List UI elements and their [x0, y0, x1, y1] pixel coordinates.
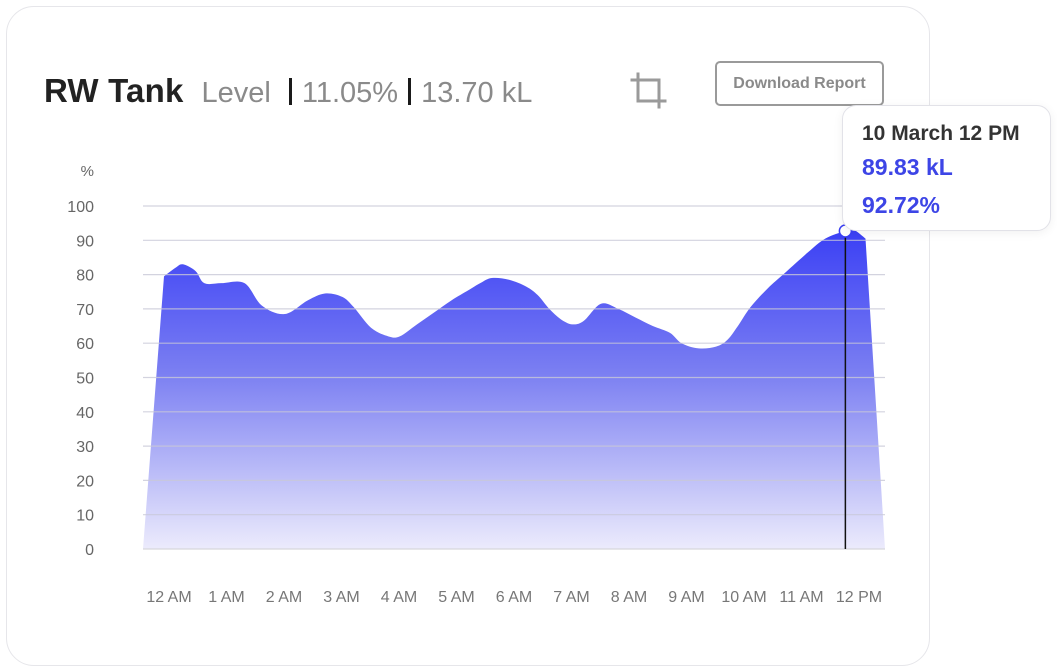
- x-tick-label: 6 AM: [496, 589, 532, 606]
- x-tick-label: 12 PM: [836, 589, 882, 606]
- x-tick-label: 10 AM: [721, 589, 766, 606]
- y-tick-label: 30: [76, 439, 94, 456]
- x-tick-label: 12 AM: [146, 589, 191, 606]
- data-tooltip: 10 March 12 PM 89.83 kL 92.72%: [842, 105, 1051, 231]
- y-tick-label: 90: [76, 233, 94, 250]
- y-tick-label: 70: [76, 302, 94, 319]
- separator: [288, 78, 292, 105]
- x-tick-label: 9 AM: [668, 589, 704, 606]
- y-tick-label: 80: [76, 268, 94, 285]
- x-tick-label: 2 AM: [266, 589, 302, 606]
- page-title: RW Tank: [44, 72, 184, 109]
- x-tick-label: 8 AM: [611, 589, 647, 606]
- metric-label: Level: [201, 77, 271, 109]
- y-tick-label: 60: [76, 336, 94, 353]
- y-tick-label: 20: [76, 473, 94, 490]
- tooltip-percent: 92.72%: [862, 192, 941, 218]
- y-tick-label: 10: [76, 508, 94, 525]
- y-tick-label: 100: [67, 199, 94, 216]
- crop-icon[interactable]: [630, 72, 668, 110]
- level-volume: 13.70 kL: [421, 77, 533, 109]
- level-percent: 11.05%: [301, 77, 399, 109]
- x-tick-label: 3 AM: [323, 589, 359, 606]
- x-tick-label: 11 AM: [779, 589, 823, 606]
- x-tick-label: 5 AM: [438, 589, 474, 606]
- y-tick-label: 0: [85, 542, 94, 559]
- x-tick-label: 1 AM: [208, 589, 244, 606]
- y-tick-label: 50: [76, 371, 94, 388]
- tooltip-volume: 89.83 kL: [862, 154, 953, 180]
- separator: [408, 78, 412, 105]
- x-tick-label: 7 AM: [553, 589, 589, 606]
- chart-header: RW Tank Level 11.05% 13.70 kL: [44, 72, 532, 116]
- level-area: [143, 229, 885, 549]
- y-tick-label: 40: [76, 405, 94, 422]
- download-report-button[interactable]: Download Report: [715, 61, 884, 106]
- x-tick-label: 4 AM: [381, 589, 417, 606]
- y-axis-label: %: [81, 163, 94, 180]
- tooltip-date: 10 March 12 PM: [862, 122, 1020, 145]
